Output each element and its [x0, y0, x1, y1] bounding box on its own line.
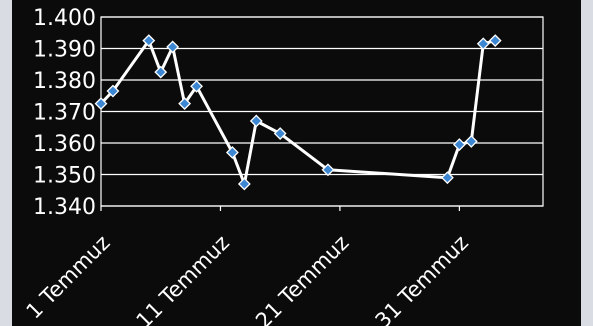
y-tick-label: 1.340 — [33, 195, 96, 220]
left-edge-strip — [0, 0, 12, 326]
data-point-marker — [441, 171, 454, 185]
series-line — [99, 39, 497, 186]
y-tick-label: 1.400 — [33, 6, 96, 31]
data-point-marker — [488, 34, 502, 48]
data-point-marker — [106, 84, 120, 98]
x-tick-label: 21 Temmuz — [251, 231, 353, 326]
data-points — [94, 34, 502, 191]
data-point-marker — [190, 79, 203, 93]
axes — [100, 16, 544, 211]
data-point-marker — [225, 146, 239, 159]
series-line — [99, 39, 497, 186]
y-tick-labels: 1.400 1.390 1.380 1.370 1.360 1.350 1.340 — [33, 6, 96, 220]
right-edge-strip — [581, 0, 593, 326]
x-tick-label: 1 Temmuz — [22, 231, 115, 324]
data-point-marker — [166, 40, 180, 54]
data-point-marker — [178, 97, 192, 111]
x-tick-label: 31 Temmuz — [371, 231, 473, 326]
y-tick-label: 1.350 — [33, 164, 96, 189]
data-point-marker — [476, 37, 490, 51]
data-point-marker — [273, 127, 287, 140]
plot-border — [100, 16, 544, 207]
data-point-marker — [321, 163, 335, 177]
y-tick-label: 1.370 — [33, 101, 96, 126]
data-point-marker — [464, 135, 478, 148]
x-tick-labels: 1 Temmuz 11 Temmuz 21 Temmuz 31 Temmuz — [22, 231, 473, 326]
data-point-marker — [94, 97, 108, 111]
data-point-marker — [154, 65, 168, 79]
data-point-marker — [249, 114, 263, 128]
grid-lines — [101, 16, 543, 207]
y-tick-label: 1.380 — [33, 69, 96, 94]
data-point-marker — [452, 138, 466, 151]
data-point-marker — [142, 34, 156, 48]
x-tick-label: 11 Temmuz — [132, 231, 234, 326]
data-point-marker — [237, 177, 251, 191]
y-tick-label: 1.360 — [33, 132, 96, 157]
y-tick-label: 1.390 — [33, 38, 96, 63]
